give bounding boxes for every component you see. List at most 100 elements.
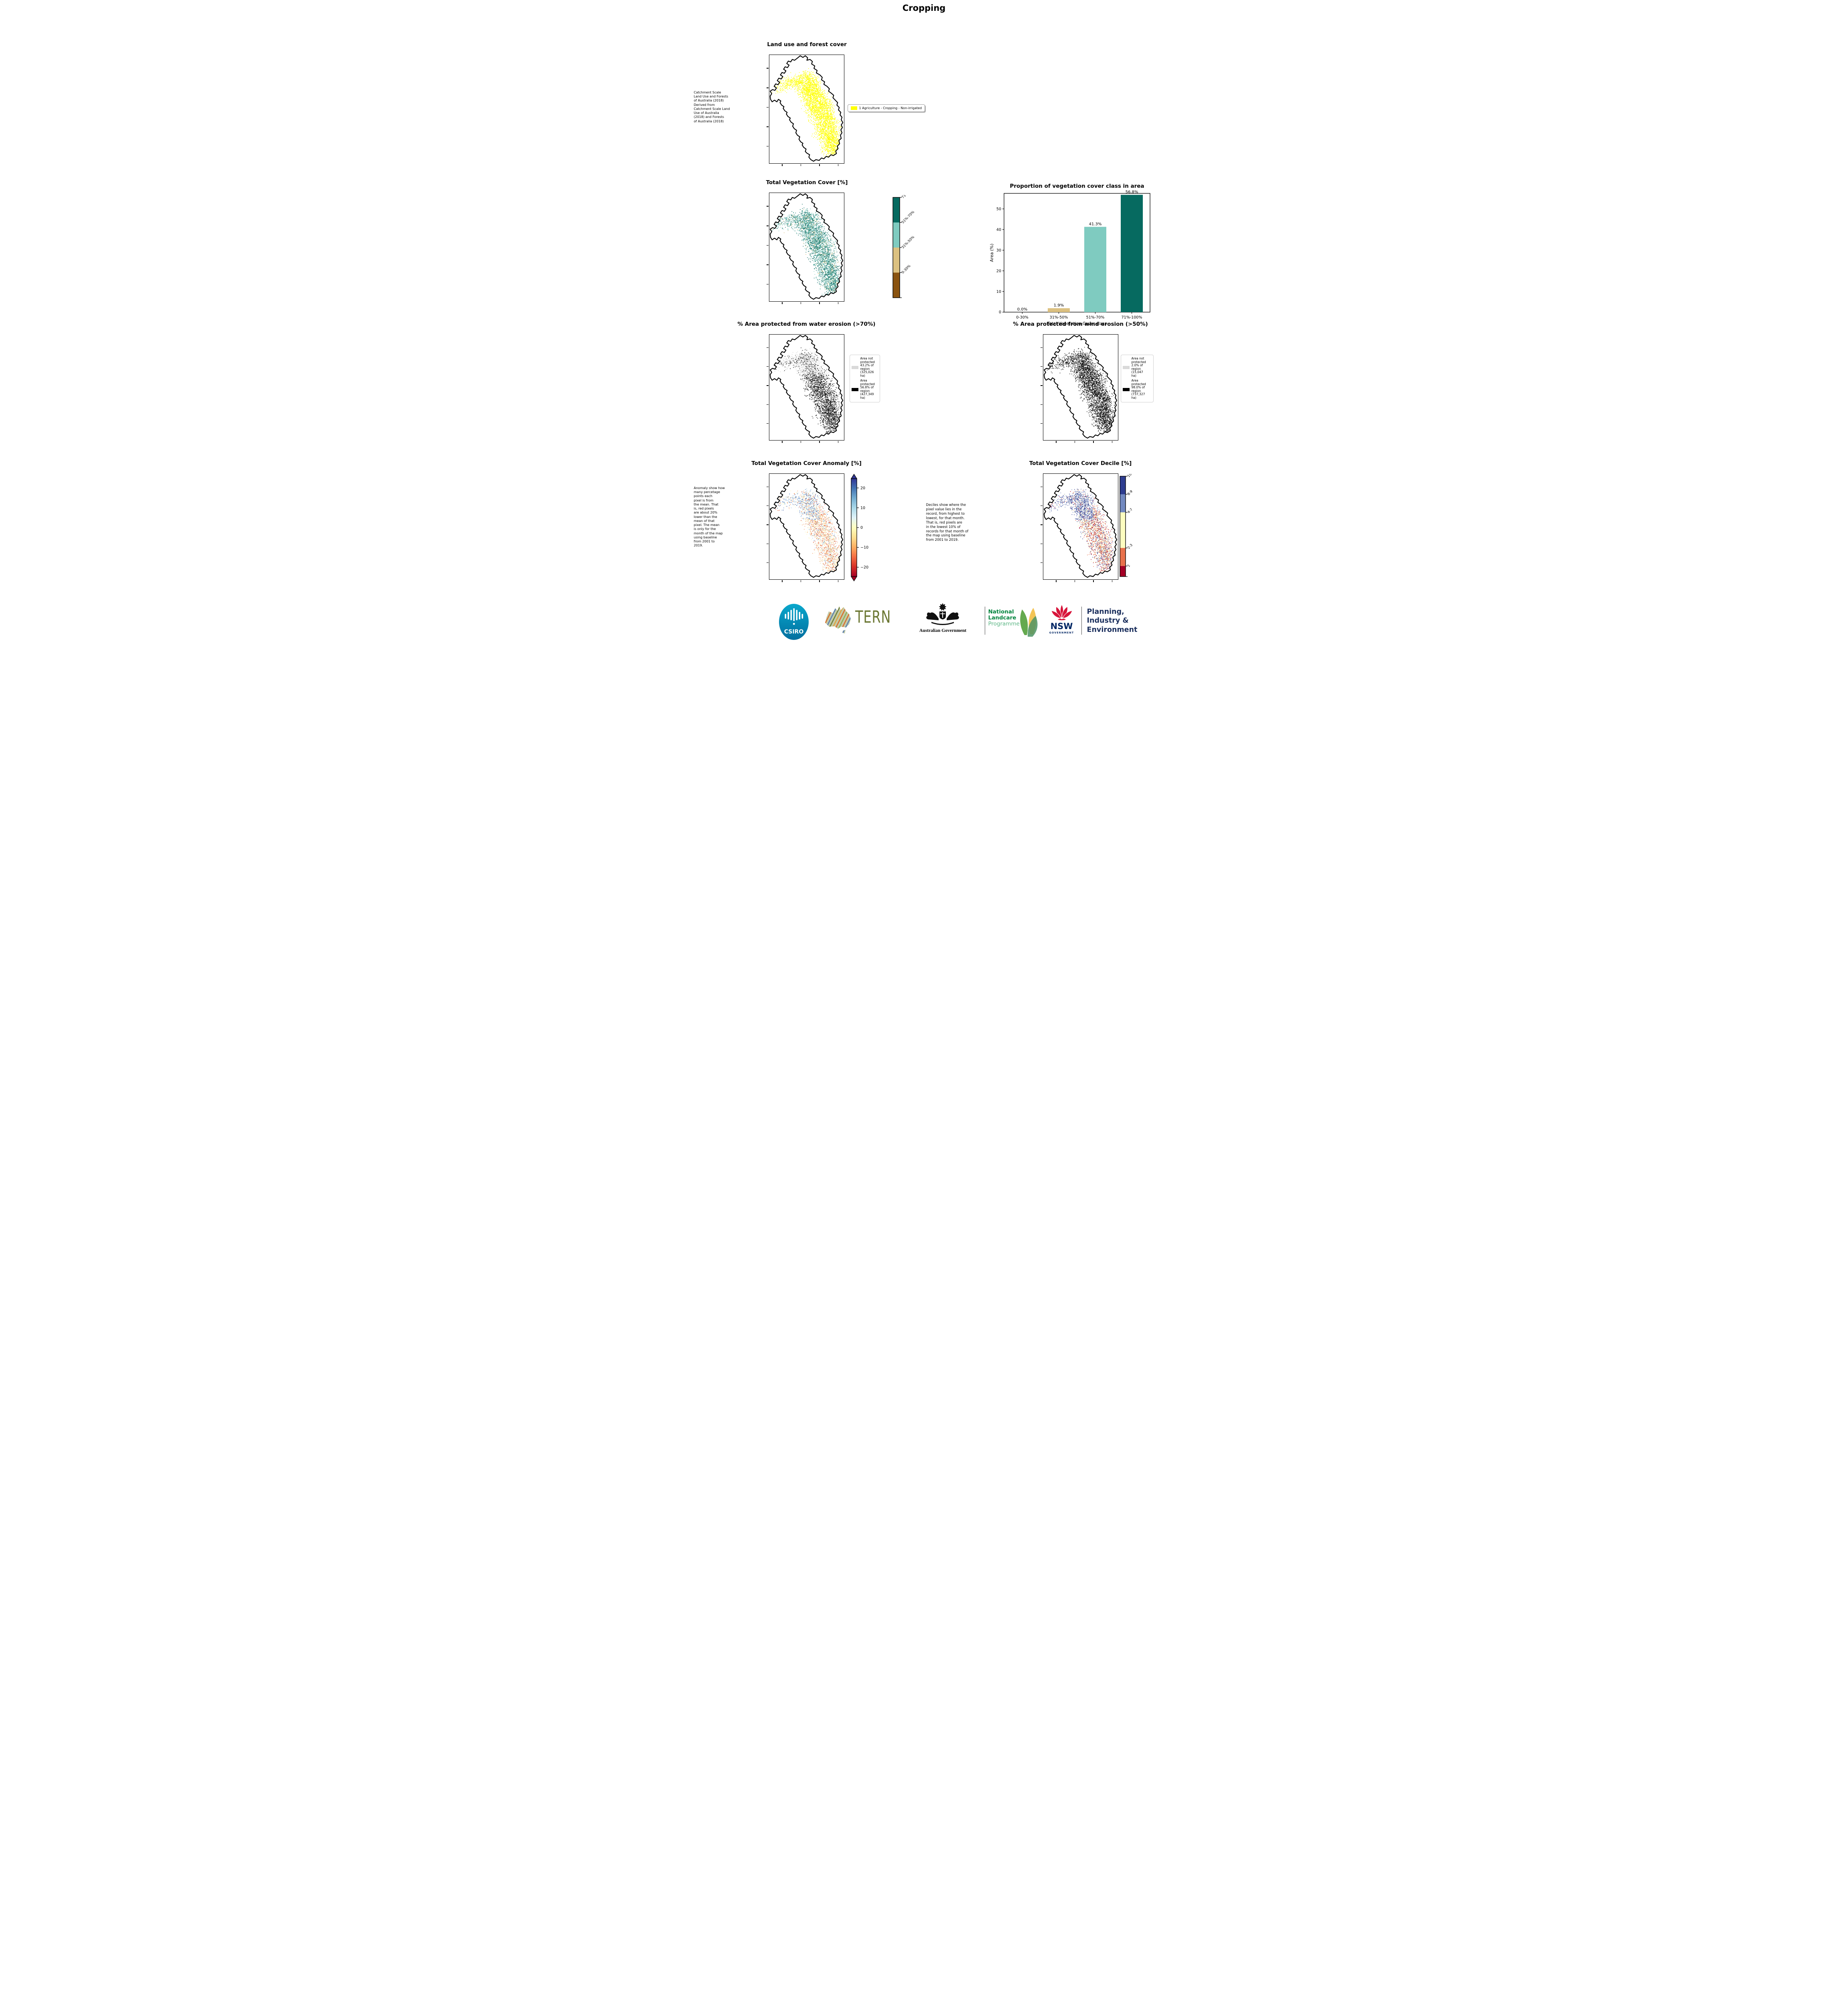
water-erosion-title: % Area protected from water erosion (>70… <box>737 321 876 327</box>
svg-text:10: 10 <box>860 506 865 510</box>
axis-tick <box>1112 441 1113 443</box>
axis-tick <box>767 524 769 525</box>
axis-tick <box>767 245 769 246</box>
protected-label: Area protected 98.0% of region (737,327 … <box>1131 379 1146 400</box>
planning-industry-environment-label: Planning, Industry & Environment <box>1087 608 1138 634</box>
australian-government-label: Australian Government <box>919 628 967 633</box>
axis-tick <box>1112 580 1113 582</box>
svg-text:30: 30 <box>996 248 1001 253</box>
axis-tick <box>767 146 769 147</box>
axis-tick <box>767 107 769 108</box>
svg-text:50: 50 <box>996 207 1001 211</box>
anomaly-side-note: Anomaly show how many percetage points e… <box>694 486 725 548</box>
axis-tick <box>838 580 839 582</box>
wind-erosion-title: % Area protected from wind erosion (>50%… <box>1013 321 1148 327</box>
footer-divider-1 <box>984 607 986 635</box>
svg-text:2-3: 2-3 <box>1127 543 1134 550</box>
svg-text:−20: −20 <box>860 565 868 570</box>
svg-text:71%-100%: 71%-100% <box>1121 315 1142 320</box>
not-protected-label: Area not protected 2.0% of region (15,04… <box>1131 357 1146 378</box>
axis-tick <box>767 423 769 424</box>
australian-government-crest <box>926 603 959 625</box>
protected-swatch <box>851 388 858 391</box>
barchart-title: Proportion of vegetation cover class in … <box>1010 183 1144 189</box>
axis-tick <box>782 302 783 304</box>
anomaly-map-title: Total Vegetation Cover Anomaly [%] <box>751 460 862 467</box>
axis-tick <box>767 68 769 69</box>
svg-text:0: 0 <box>860 526 863 530</box>
svg-text:0: 0 <box>998 310 1001 315</box>
axis-tick <box>1041 562 1043 563</box>
nlp-line-programme: Programme <box>988 621 1020 627</box>
legend-entry-not-protected: Area not protected 2.0% of region (15,04… <box>1122 357 1152 378</box>
csiro-logo: CSIRO <box>779 604 809 640</box>
decile-map <box>1041 473 1118 582</box>
landuse-legend-label: 1 Agriculture - Cropping - Non-irrigated <box>859 106 922 110</box>
svg-text:51%-70%: 51%-70% <box>901 210 915 225</box>
axis-tick <box>767 284 769 285</box>
report-page: Cropping Catchment Scale Land Use and Fo… <box>693 0 1155 641</box>
landuse-side-note: Catchment Scale Land Use and Forests of … <box>694 91 730 123</box>
svg-text:4-7: 4-7 <box>1127 508 1134 514</box>
svg-text:51%-70%: 51%-70% <box>1086 315 1104 320</box>
csiro-label: CSIRO <box>784 629 803 635</box>
tern-australia-icon <box>825 606 851 633</box>
decile-note: Deciles show where the pixel value lies … <box>926 503 969 542</box>
legend-entry-protected: Area protected 98.0% of region (737,327 … <box>1122 379 1152 400</box>
vegcover-bar-chart: 0 10 20 30 40 50 Area (%) 0.0% 0-30% 1.9% 31%-50% 4… <box>990 190 1150 326</box>
landcare-leaves-icon <box>1020 608 1037 637</box>
axis-tick <box>1041 524 1043 525</box>
svg-text:31%-50%: 31%-50% <box>1049 315 1068 320</box>
national-landcare-programme: National Landcare Programme <box>988 609 1020 627</box>
axis-tick <box>767 264 769 265</box>
not-protected-label: Area not protected 43.2% of region (325,… <box>860 357 875 378</box>
axis-tick <box>767 347 769 348</box>
axis-tick <box>767 385 769 386</box>
landuse-map-canvas <box>769 55 844 163</box>
anomaly-colorbar: 20 10 0 −10 −20 <box>850 474 868 582</box>
axis-tick <box>1041 404 1043 405</box>
water-erosion-map-canvas <box>769 335 844 440</box>
wind-erosion-map-canvas <box>1043 335 1118 440</box>
anomaly-map-canvas <box>769 474 844 579</box>
svg-text:1.9%: 1.9% <box>1053 303 1063 308</box>
anomaly-map <box>767 473 844 582</box>
landuse-legend-swatch <box>850 106 857 110</box>
axis-tick <box>1041 366 1043 367</box>
axis-tick <box>1056 580 1057 582</box>
legend-entry-not-protected: Area not protected 43.2% of region (325,… <box>851 357 878 378</box>
axis-tick <box>767 562 769 563</box>
axis-tick <box>782 580 783 582</box>
axis-tick <box>1056 441 1057 443</box>
vegcover-map <box>767 193 844 304</box>
axis-tick <box>767 206 769 207</box>
svg-text:Area (%): Area (%) <box>990 244 994 262</box>
nsw-government-label: GOVERNMENT <box>1049 631 1074 634</box>
svg-text:1: 1 <box>1127 564 1131 568</box>
tern-label: TERN <box>855 607 891 627</box>
vegcover-colorbar: 71%-100% 51%-70% 31%-50% 0-30% <box>892 195 917 298</box>
landuse-map <box>767 55 844 166</box>
axis-tick <box>1093 580 1094 582</box>
legend-entry-protected: Area protected 56.8% of region (427,349 … <box>851 379 878 400</box>
svg-text:56.8%: 56.8% <box>1125 190 1138 195</box>
nsw-government-logo: NSW GOVERNMENT <box>1048 603 1076 634</box>
svg-text:71%-100%: 71%-100% <box>901 195 917 199</box>
axis-tick <box>782 164 783 166</box>
svg-text:Total Vegetation Cover class: Total Vegetation Cover class <box>1047 321 1107 326</box>
svg-text:−10: −10 <box>860 546 868 550</box>
svg-text:40: 40 <box>996 227 1001 232</box>
page-title: Cropping <box>902 3 946 13</box>
landuse-legend: 1 Agriculture - Cropping - Non-irrigated <box>847 104 925 112</box>
decile-colorbar: 10 8-9 4-7 2-3 1 <box>1119 474 1134 577</box>
axis-tick <box>819 302 820 304</box>
vegcover-map-canvas <box>769 193 844 301</box>
decile-map-title: Total Vegetation Cover Decile [%] <box>1029 460 1132 467</box>
nlp-line-national: National <box>988 609 1014 615</box>
axis-tick <box>819 164 820 166</box>
water-erosion-map <box>767 334 844 443</box>
svg-text:10: 10 <box>996 290 1001 294</box>
axis-tick <box>767 366 769 367</box>
axis-tick <box>767 87 769 88</box>
svg-text:31%-50%: 31%-50% <box>901 235 915 250</box>
